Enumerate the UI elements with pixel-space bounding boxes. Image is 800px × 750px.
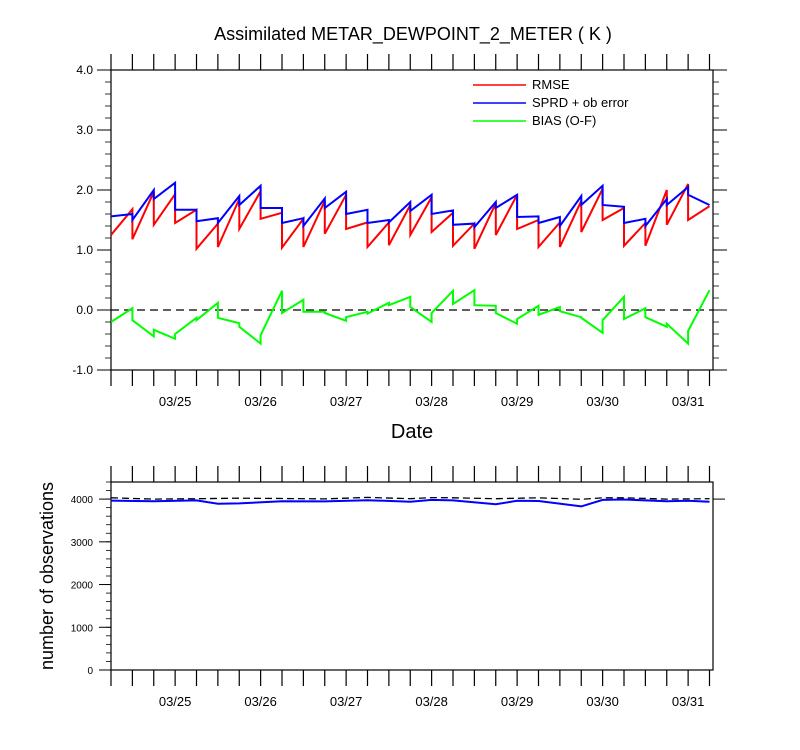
x-tick-label: 03/30 [586, 394, 619, 409]
x-tick-label: 03/26 [244, 694, 277, 709]
obs-y-tick-label: 3000 [71, 538, 94, 549]
obs-y-tick-label: 0 [87, 666, 93, 677]
x-tick-label: 03/31 [672, 394, 705, 409]
obs-y-tick-label: 4000 [71, 495, 94, 506]
obs-y-tick-label: 2000 [71, 581, 94, 592]
x-tick-label: 03/25 [159, 694, 192, 709]
x-axis-label: Date [391, 421, 433, 443]
x-tick-label: 03/29 [501, 394, 534, 409]
x-tick-label: 03/25 [159, 394, 192, 409]
y-tick-label: 2.0 [76, 183, 93, 197]
y-tick-label: -1.0 [72, 363, 93, 377]
x-tick-label: 03/26 [244, 394, 277, 409]
x-tick-label: 03/31 [672, 694, 705, 709]
series-line-sprd-ob-error [111, 180, 710, 230]
legend-label-bias: BIAS (O-F) [532, 113, 596, 128]
y-tick-label: 0.0 [76, 303, 93, 317]
x-tick-label: 03/29 [501, 694, 534, 709]
chart-title: Assimilated METAR_DEWPOINT_2_METER ( K ) [214, 24, 612, 45]
series-line-bias-o-f- [111, 288, 711, 346]
rmse-panel: 4.0 3.0 2.0 1.0 0.0 -1.0 03/25 03/26 03/27 03/28 0… [72, 54, 727, 409]
y-axis-label-observations: number of observations [37, 482, 57, 670]
x-tick-label: 03/28 [415, 694, 448, 709]
observation-count-panel: 4000 3000 2000 1000 0 03/25 03/26 03/27 03/28 03/… [71, 466, 725, 709]
y-tick-label: 1.0 [76, 243, 93, 257]
y-tick-label: 3.0 [76, 123, 93, 137]
x-tick-label: 03/27 [330, 394, 363, 409]
obs-possible-line [110, 496, 710, 500]
x-tick-label: 03/28 [415, 394, 448, 409]
x-tick-label: 03/30 [586, 694, 619, 709]
obs-y-tick-label: 1000 [71, 623, 94, 634]
obs-plot-frame [110, 481, 714, 671]
series-line-rmse [111, 183, 711, 252]
plot-frame [110, 69, 714, 371]
y-tick-label: 4.0 [76, 63, 93, 77]
legend-label-sprd: SPRD + ob error [532, 95, 629, 110]
x-tick-label: 03/27 [330, 694, 363, 709]
legend: RMSE SPRD + ob error BIAS (O-F) [473, 77, 629, 128]
obs-assimilated-line [110, 498, 710, 508]
legend-label-rmse: RMSE [532, 77, 570, 92]
